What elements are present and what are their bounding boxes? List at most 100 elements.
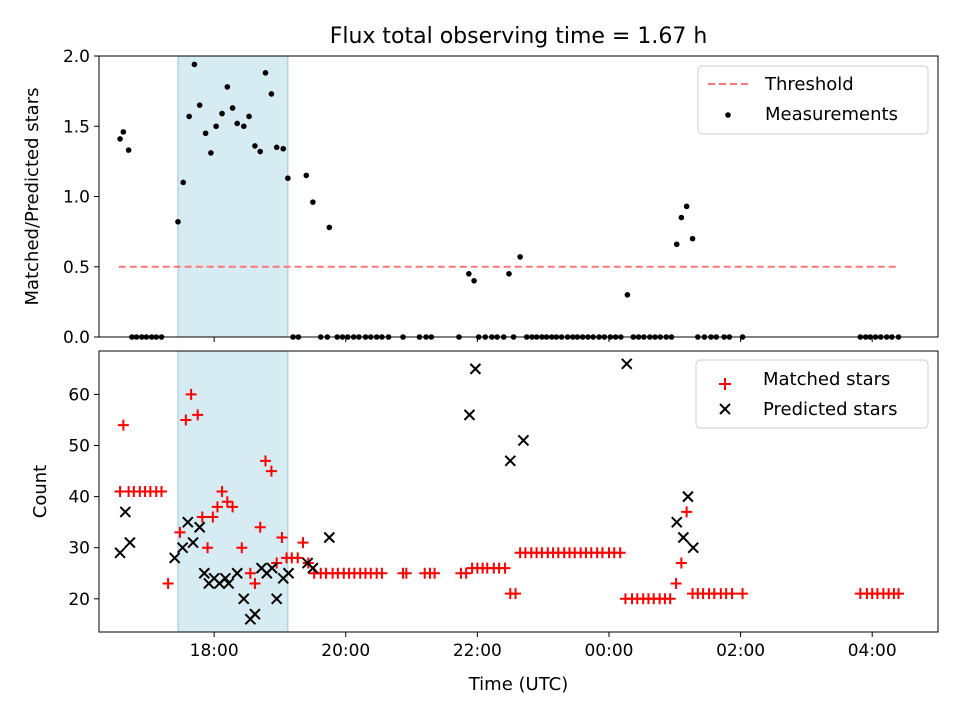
measurements-point	[517, 254, 523, 260]
bottom-plot-area	[114, 358, 905, 625]
matched-stars-point	[376, 567, 388, 579]
predicted-stars-point	[193, 521, 206, 533]
measurements-point	[506, 270, 512, 277]
x-tick-label: 20:00	[321, 641, 370, 661]
measurements-point	[202, 130, 209, 137]
measurements-point	[262, 70, 269, 76]
x-tick-label: 22:00	[453, 641, 502, 661]
matched-stars-point	[510, 588, 522, 600]
predicted-stars-point	[504, 455, 516, 467]
predicted-stars-point	[517, 434, 530, 447]
predicted-stars-point	[176, 541, 189, 554]
top-axis-ticks: 0.0 0.5 1.0 1.5 2.0	[63, 47, 873, 348]
top-panel: Flux total observing time = 1.67 h 0.00.…	[22, 24, 939, 348]
predicted-stars-point	[671, 516, 683, 528]
highlight-span-top	[177, 56, 288, 337]
predicted-stars-point	[249, 608, 261, 620]
matched-stars-point	[893, 588, 905, 600]
measurements-point	[326, 224, 333, 231]
y-tick-label: 0.5	[63, 258, 90, 278]
matched-stars-point	[429, 567, 441, 579]
measurements-point	[678, 214, 685, 221]
top-legend-box	[697, 65, 929, 135]
matched-stars-point	[202, 542, 214, 554]
y-tick-label: 0.0	[63, 328, 90, 348]
matched-stars-point	[670, 577, 682, 589]
matched-stars-point	[276, 531, 288, 543]
legend-matched-marker	[719, 378, 731, 390]
measurements-point	[471, 278, 477, 284]
matched-stars-point	[265, 465, 277, 477]
matched-stars-point	[292, 552, 304, 564]
measurements-point	[303, 172, 310, 179]
measurements-point	[310, 199, 316, 205]
measurements-point	[213, 123, 219, 130]
y-tick-label: 30	[68, 539, 90, 559]
measurements-point	[219, 110, 225, 117]
bottom-legend: Matched stars Predicted stars	[695, 359, 929, 429]
measurements-point	[673, 241, 680, 248]
predicted-stars-point	[469, 363, 482, 375]
legend-predicted-marker	[719, 403, 731, 415]
measurements-point	[125, 147, 132, 153]
matched-stars-point	[180, 414, 192, 426]
matched-stars-point	[664, 593, 676, 605]
measurements-point	[175, 218, 181, 225]
y-tick-label: 50	[68, 437, 90, 457]
x-axis-label: Time (UTC)	[468, 674, 569, 695]
bottom-axis-ticks: 18:00 20:00 22:00 00:00 02:00 04:00 20 30 40 50 60	[68, 351, 897, 661]
measurements-point	[229, 105, 236, 111]
predicted-stars-point	[124, 536, 136, 549]
measurements-point	[117, 136, 123, 142]
measurements-point	[689, 235, 696, 242]
matched-stars-point	[614, 547, 626, 559]
predicted-stars-point	[182, 516, 194, 528]
predicted-stars-point	[282, 567, 295, 579]
matched-stars-point	[196, 511, 208, 523]
matched-stars-point	[207, 511, 219, 523]
y-tick-label: 20	[68, 590, 90, 610]
measurements-point	[466, 270, 472, 277]
bottom-legend-box	[695, 359, 929, 429]
predicted-stars-point	[219, 572, 232, 585]
measurements-point	[246, 113, 252, 120]
bottom-y-axis-label: Count	[30, 465, 51, 518]
matched-stars-point	[499, 562, 511, 574]
matched-stars-point	[221, 496, 233, 508]
matched-stars-point	[297, 537, 309, 549]
matched-stars-point	[216, 486, 228, 497]
predicted-stars-point	[621, 358, 633, 370]
measurements-point	[180, 179, 187, 186]
y-tick-label: 1.5	[63, 117, 90, 137]
predicted-stars-point	[323, 531, 336, 544]
matched-stars-point	[192, 409, 204, 421]
measurements-point	[208, 150, 214, 156]
legend-matched-label: Matched stars	[763, 369, 890, 390]
measurements-point	[196, 102, 203, 108]
legend-measurements-marker	[725, 112, 731, 118]
measurements-point	[186, 113, 192, 120]
matched-stars-point	[400, 567, 412, 579]
y-tick-label: 1.0	[63, 188, 90, 208]
predicted-stars-point	[114, 547, 126, 559]
measurements-point	[234, 120, 240, 127]
matched-stars-point	[227, 501, 239, 513]
matched-stars-point	[236, 542, 248, 554]
predicted-stars-point	[270, 593, 283, 605]
x-tick-label: 00:00	[584, 641, 633, 661]
x-tick-label: 18:00	[190, 641, 239, 661]
matched-stars-point	[249, 577, 261, 589]
matched-stars-point	[174, 526, 186, 538]
predicted-stars-point	[222, 577, 235, 590]
legend-threshold-label: Threshold	[764, 74, 854, 95]
measurements-point	[273, 144, 280, 151]
measurements-point	[240, 123, 247, 130]
x-tick-label: 02:00	[716, 641, 765, 661]
predicted-stars-point	[463, 409, 476, 421]
matched-stars-point	[185, 388, 197, 400]
measurements-point	[268, 91, 275, 97]
matched-stars-point	[460, 567, 472, 579]
matched-stars-point	[737, 588, 749, 600]
measurements-point	[257, 148, 264, 155]
